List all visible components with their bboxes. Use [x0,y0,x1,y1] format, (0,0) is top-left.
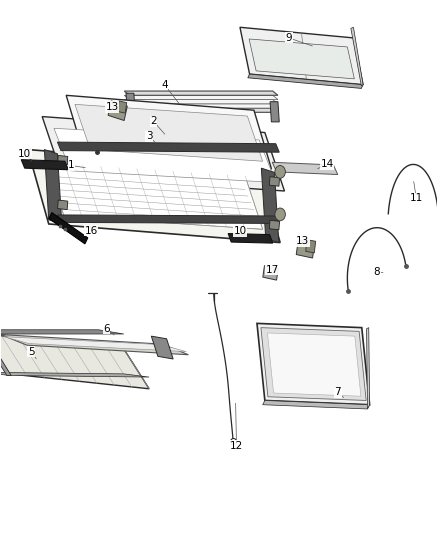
Polygon shape [151,336,173,359]
Polygon shape [21,160,68,169]
Polygon shape [124,100,278,104]
Text: 12: 12 [230,441,243,451]
Polygon shape [46,163,263,229]
Text: 9: 9 [286,33,292,43]
Text: 6: 6 [103,324,110,334]
Polygon shape [367,328,370,409]
Polygon shape [261,328,366,400]
Polygon shape [263,265,278,280]
Text: 4: 4 [161,80,168,90]
Text: 13: 13 [106,102,119,112]
Polygon shape [0,334,149,389]
Polygon shape [261,168,279,243]
Polygon shape [270,102,279,122]
Polygon shape [66,95,272,168]
Polygon shape [44,150,62,224]
Polygon shape [240,27,363,85]
Polygon shape [1,335,188,355]
Polygon shape [306,240,316,253]
Polygon shape [49,213,88,244]
Polygon shape [124,108,278,112]
Polygon shape [248,74,363,88]
Polygon shape [81,154,272,172]
Polygon shape [75,104,263,161]
Polygon shape [0,372,149,377]
Text: 14: 14 [321,159,334,169]
Polygon shape [124,95,278,100]
Polygon shape [249,39,354,79]
Polygon shape [54,128,276,182]
Polygon shape [228,233,273,243]
Text: 17: 17 [265,265,279,274]
Polygon shape [351,27,363,86]
Polygon shape [124,91,278,95]
Text: 10: 10 [233,227,247,237]
Polygon shape [268,333,361,396]
Polygon shape [269,177,279,186]
Polygon shape [0,333,11,375]
Polygon shape [58,200,68,209]
Polygon shape [0,330,124,334]
Polygon shape [58,156,68,165]
Polygon shape [57,142,279,152]
Text: 16: 16 [85,226,98,236]
Text: 3: 3 [146,131,152,141]
Text: 10: 10 [18,149,31,159]
Polygon shape [124,104,278,108]
Circle shape [275,208,286,221]
Polygon shape [263,400,370,409]
Polygon shape [42,117,285,191]
Polygon shape [117,101,127,113]
Text: 5: 5 [28,346,35,357]
Polygon shape [269,220,279,230]
Text: 11: 11 [410,193,423,204]
Text: 2: 2 [150,116,157,126]
Text: 1: 1 [68,160,75,171]
Polygon shape [4,337,186,352]
Polygon shape [108,101,127,120]
Polygon shape [257,324,370,405]
Polygon shape [296,240,314,258]
Polygon shape [57,215,279,223]
Circle shape [275,165,286,178]
Text: 7: 7 [335,387,341,398]
Text: 8: 8 [374,267,380,277]
Polygon shape [272,163,338,174]
Polygon shape [28,150,280,243]
Polygon shape [126,93,135,114]
Text: 13: 13 [296,236,310,246]
